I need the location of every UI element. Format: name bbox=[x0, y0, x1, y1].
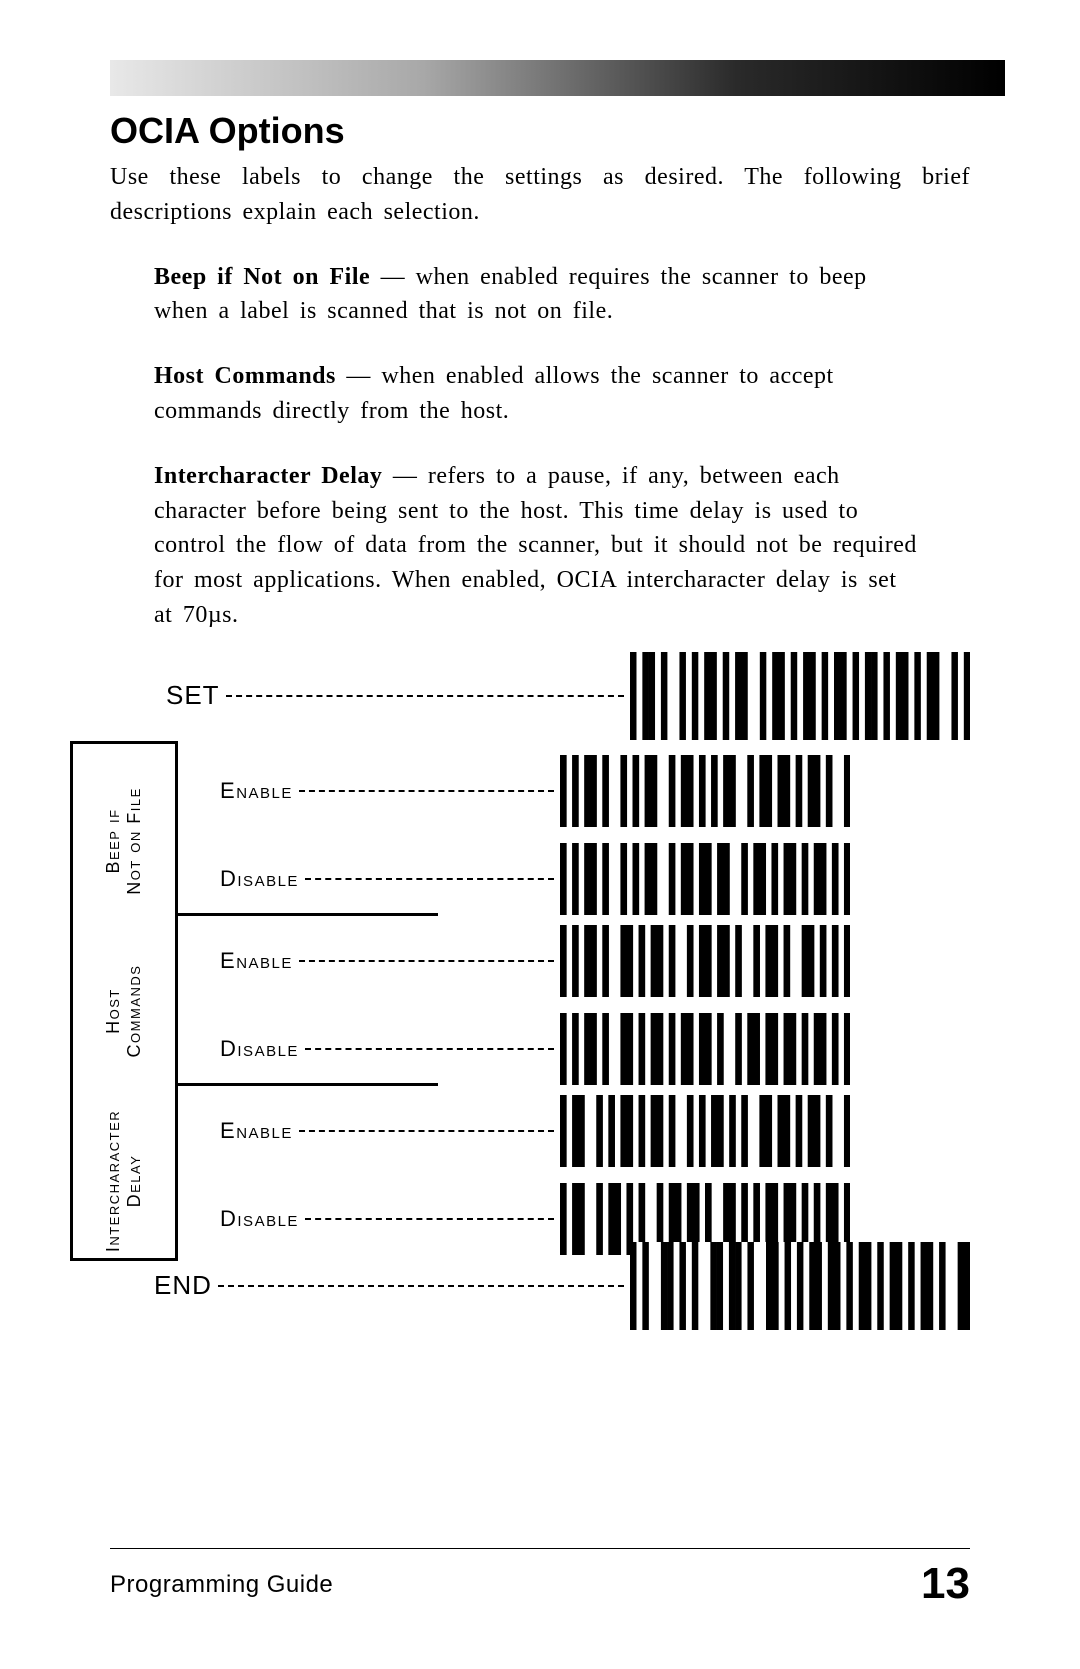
description-term: Intercharacter Delay bbox=[154, 463, 382, 489]
description-block: Host Commands — when enabled allows the … bbox=[154, 359, 924, 429]
option-barcode bbox=[560, 1095, 850, 1167]
description-term: Host Commands bbox=[154, 363, 336, 389]
top-gradient-bar bbox=[110, 60, 1005, 96]
option-barcode bbox=[560, 755, 850, 827]
set-barcode bbox=[630, 652, 970, 740]
dash-line bbox=[305, 1048, 554, 1050]
footer-rule bbox=[110, 1548, 970, 1549]
option-barcode bbox=[560, 925, 850, 997]
dash-line bbox=[226, 695, 624, 697]
dash-line bbox=[299, 1130, 554, 1132]
option-label: Disable bbox=[220, 1206, 299, 1232]
set-label: SET bbox=[166, 680, 220, 711]
description-text: Host Commands — when enabled allows the … bbox=[154, 359, 924, 429]
option-label: Enable bbox=[220, 948, 293, 974]
description-block: Intercharacter Delay — refers to a pause… bbox=[154, 459, 924, 633]
option-label: Disable bbox=[220, 1036, 299, 1062]
option-barcode bbox=[560, 843, 850, 915]
dash-line bbox=[305, 878, 554, 880]
dash-line bbox=[299, 790, 554, 792]
description-block: Beep if Not on File — when enabled requi… bbox=[154, 260, 924, 330]
dash-line bbox=[299, 960, 554, 962]
option-label: Enable bbox=[220, 1118, 293, 1144]
dash-line bbox=[305, 1218, 554, 1220]
page-title: OCIA Options bbox=[110, 110, 970, 152]
option-label: Disable bbox=[220, 866, 299, 892]
option-label: Enable bbox=[220, 778, 293, 804]
description-text: Intercharacter Delay — refers to a pause… bbox=[154, 459, 924, 633]
page-number: 13 bbox=[921, 1559, 970, 1609]
intro-text: Use these labels to change the settings … bbox=[110, 160, 970, 230]
option-barcode bbox=[560, 1013, 850, 1085]
description-term: Beep if Not on File bbox=[154, 264, 370, 290]
end-label: END bbox=[154, 1270, 212, 1301]
description-text: Beep if Not on File — when enabled requi… bbox=[154, 260, 924, 330]
footer-left: Programming Guide bbox=[110, 1571, 333, 1599]
dash-line bbox=[218, 1285, 624, 1287]
end-barcode bbox=[630, 1242, 970, 1330]
